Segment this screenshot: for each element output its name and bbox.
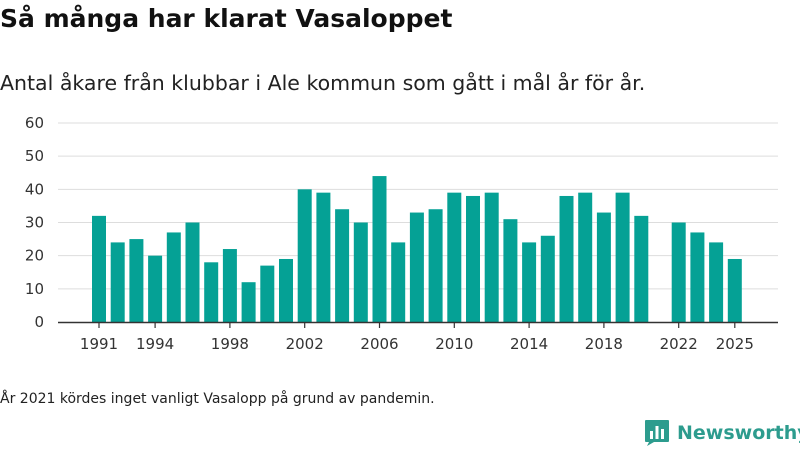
bar-2003[interactable] — [316, 192, 331, 322]
bar-1996[interactable] — [185, 222, 200, 323]
bar-1994[interactable] — [148, 255, 163, 322]
bar-1997[interactable] — [204, 262, 219, 322]
bar-2012[interactable] — [484, 192, 499, 322]
bar-2014[interactable] — [522, 242, 537, 322]
x-tick-label: 2025 — [716, 335, 754, 353]
bar-2017[interactable] — [578, 192, 593, 322]
x-tick-label: 2006 — [360, 335, 398, 353]
bar-1998[interactable] — [222, 249, 237, 322]
bar-2007[interactable] — [391, 242, 406, 322]
brand-name: Newsworthy — [677, 422, 800, 444]
axes: 0 10 20 30 40 50 60 1991 1994 1998 2002 2006 2010 201… — [25, 114, 778, 353]
bar-2004[interactable] — [335, 209, 350, 322]
y-tick-label: 10 — [25, 280, 44, 298]
y-tick-label: 40 — [25, 180, 44, 198]
bar-1999[interactable] — [241, 282, 256, 322]
x-tick-label: 1991 — [80, 335, 118, 353]
bar-2013[interactable] — [503, 219, 518, 322]
bar-2002[interactable] — [297, 189, 312, 322]
bar-2016[interactable] — [559, 195, 574, 322]
bar-2023[interactable] — [690, 232, 705, 322]
bar-2018[interactable] — [596, 212, 611, 322]
x-tick-label: 2002 — [286, 335, 324, 353]
y-tick-label: 30 — [25, 214, 44, 232]
x-tick-label: 2014 — [510, 335, 548, 353]
bars — [92, 176, 742, 322]
x-tick-label: 2010 — [435, 335, 473, 353]
bar-1995[interactable] — [166, 232, 181, 322]
bar-2025[interactable] — [727, 258, 742, 322]
x-tick-label: 2018 — [585, 335, 623, 353]
bar-2005[interactable] — [353, 222, 368, 323]
footnote: År 2021 kördes inget vanligt Vasalopp på… — [0, 391, 435, 407]
bar-2000[interactable] — [260, 265, 275, 322]
bar-1993[interactable] — [129, 239, 144, 322]
y-tick-label: 50 — [25, 147, 44, 165]
bar-1991[interactable] — [92, 215, 106, 322]
bar-1992[interactable] — [110, 242, 125, 322]
bar-chart-icon — [645, 420, 669, 446]
bar-2010[interactable] — [447, 192, 462, 322]
bar-2009[interactable] — [428, 209, 443, 322]
y-tick-label: 20 — [25, 247, 44, 265]
bar-2019[interactable] — [615, 192, 630, 322]
bar-2015[interactable] — [540, 235, 555, 322]
chart-subtitle: Antal åkare från klubbar i Ale kommun so… — [0, 71, 646, 95]
y-tick-label: 60 — [25, 114, 44, 132]
brand-logo[interactable]: Newsworthy — [644, 419, 800, 447]
bar-2011[interactable] — [466, 195, 480, 322]
bar-chart: 0 10 20 30 40 50 60 1991 1994 1998 2002 2006 2010 201… — [25, 114, 778, 353]
x-tick-label: 2022 — [660, 335, 698, 353]
y-tick-label: 0 — [34, 313, 44, 331]
bar-2022[interactable] — [671, 222, 686, 323]
x-tick-label: 1998 — [211, 335, 249, 353]
bar-2008[interactable] — [409, 212, 424, 322]
bar-2020[interactable] — [634, 215, 649, 322]
bar-2006[interactable] — [372, 176, 387, 322]
chart-title: Så många har klarat Vasaloppet — [0, 4, 453, 33]
x-tick-label: 1994 — [136, 335, 174, 353]
bar-2001[interactable] — [279, 258, 293, 322]
bar-2024[interactable] — [709, 242, 724, 322]
